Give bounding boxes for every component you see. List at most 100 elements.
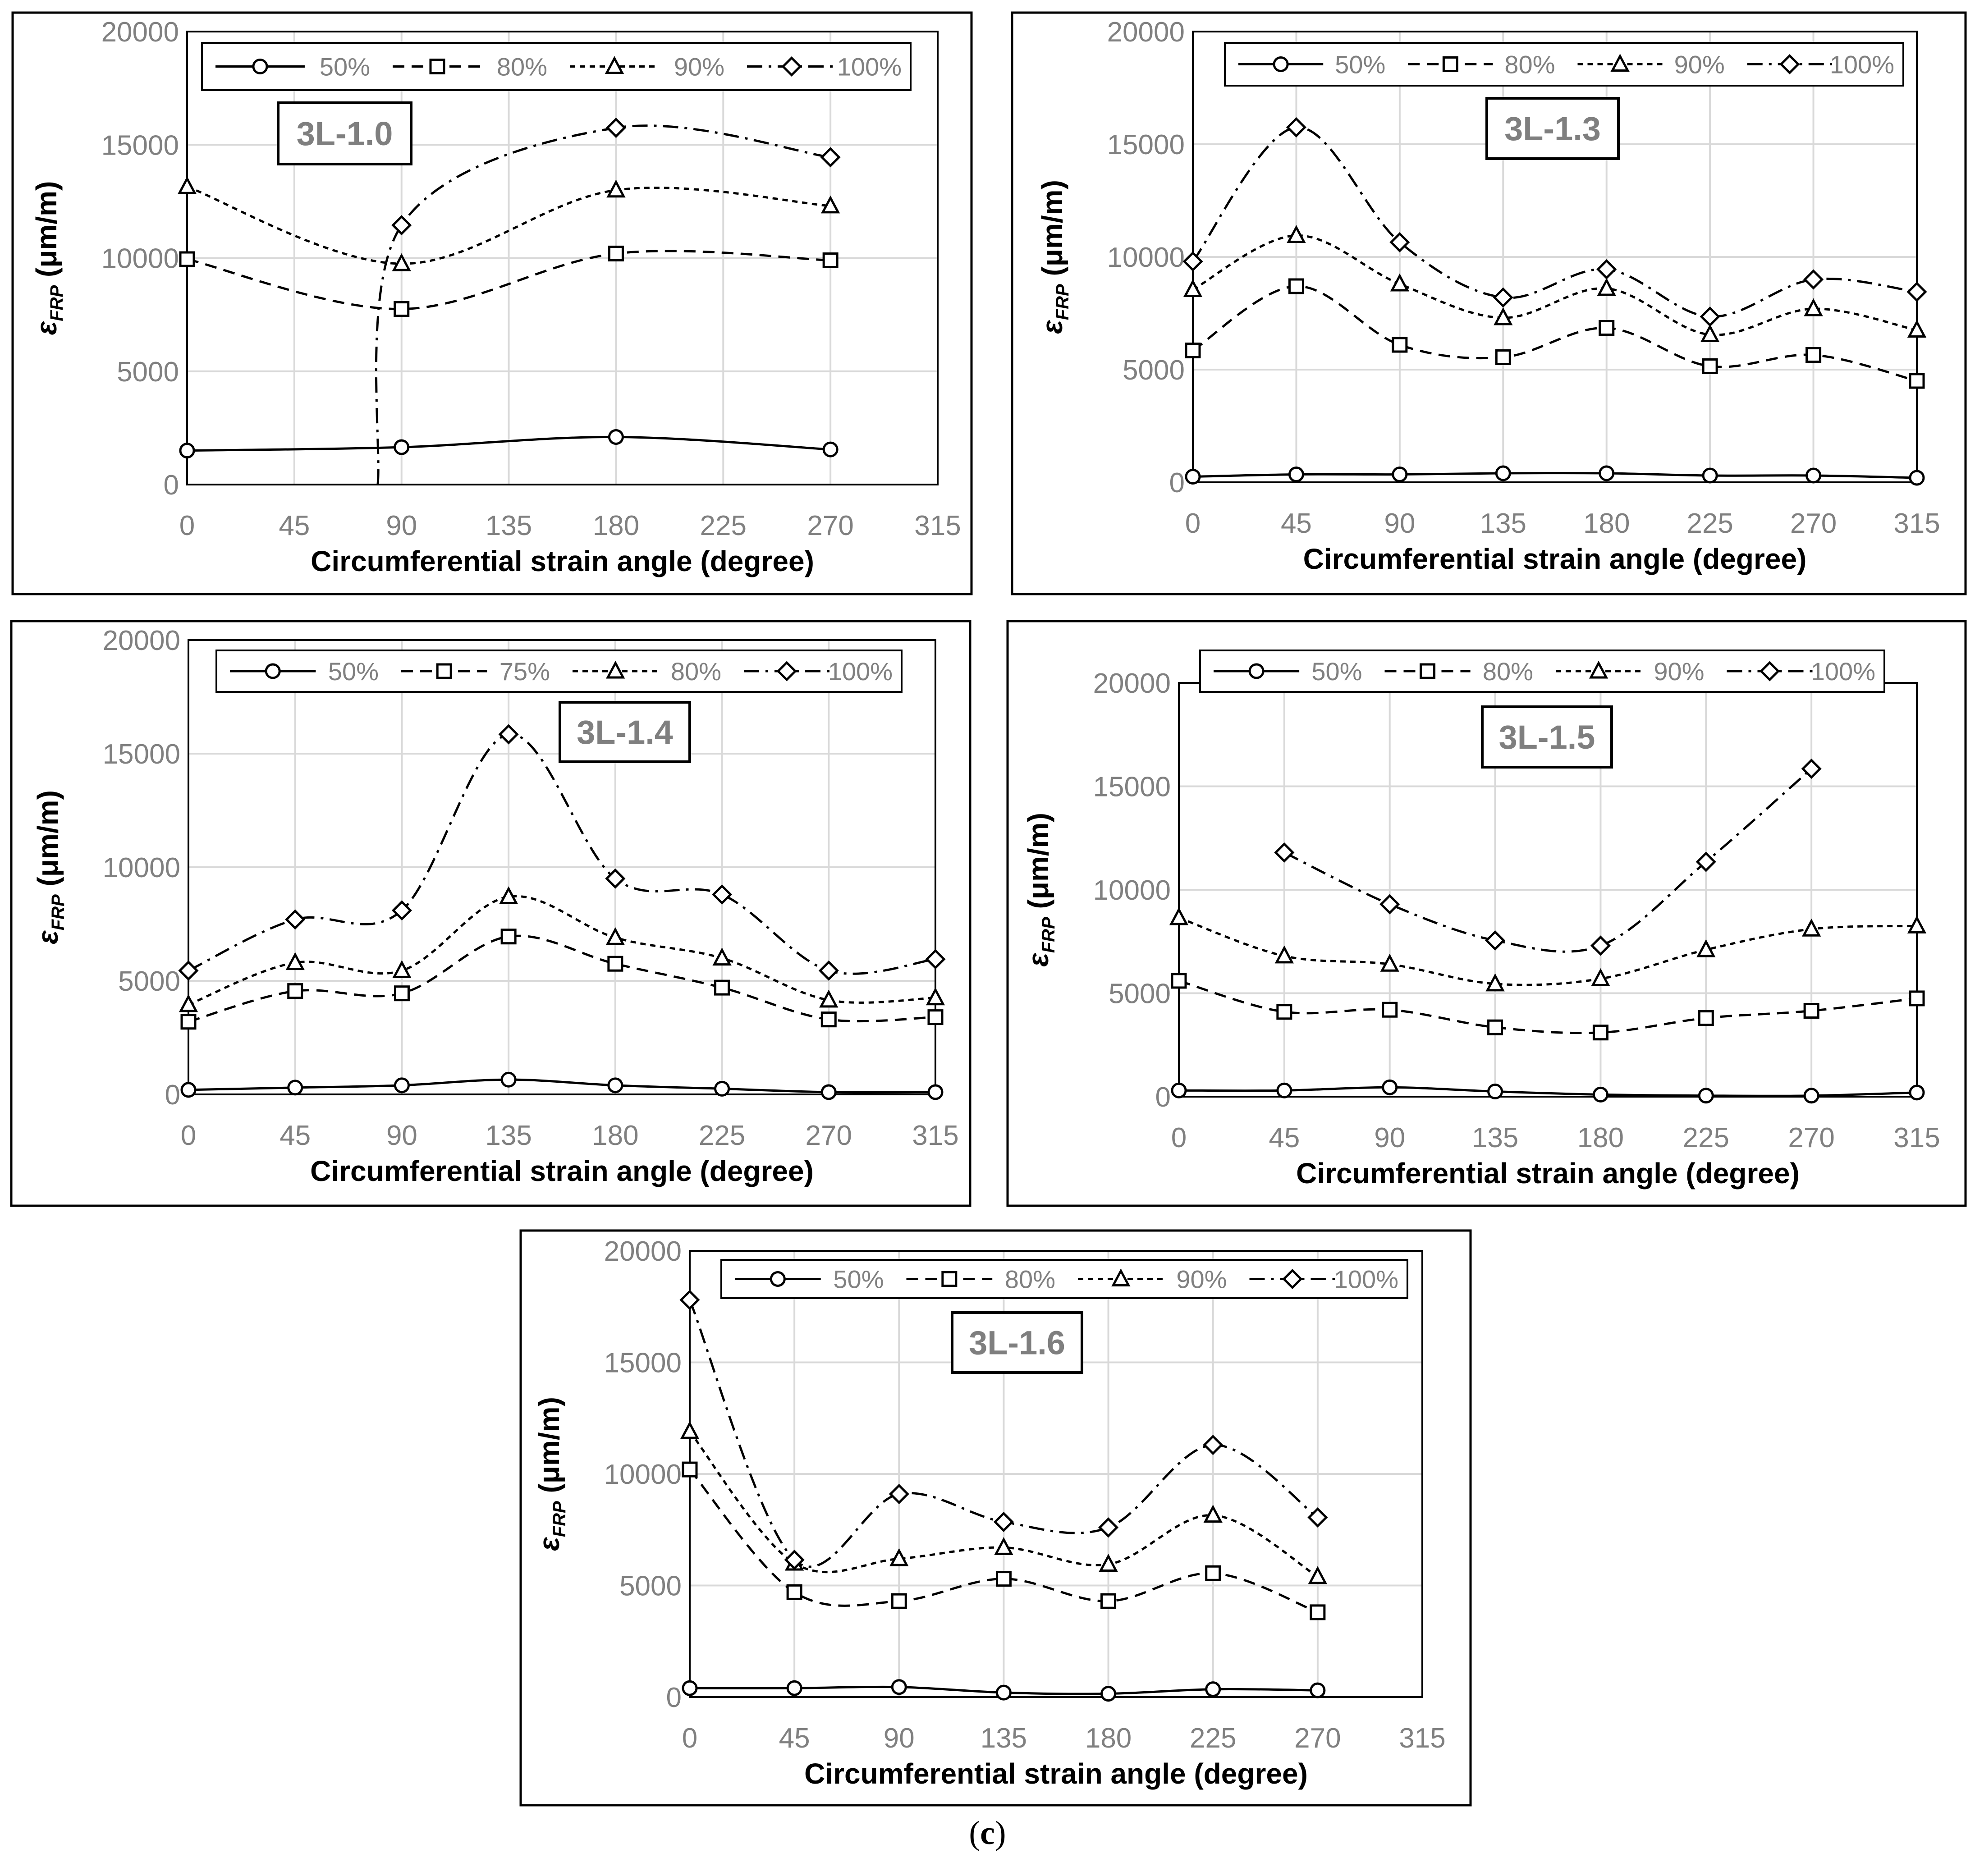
- x-axis-label: Circumferential strain angle (degree): [310, 1155, 814, 1187]
- legend-marker-circle: [1248, 663, 1265, 679]
- legend-marker-triangle: [1610, 54, 1630, 72]
- caption-open-paren: (: [969, 1815, 981, 1852]
- x-tick-label: 0: [1171, 1122, 1187, 1153]
- data-point-diamond: [1182, 251, 1203, 272]
- series-50%: [682, 1679, 1326, 1702]
- data-point-diamond: [285, 909, 306, 930]
- data-point-diamond: [818, 960, 839, 981]
- data-point-diamond: [1379, 894, 1400, 915]
- y-axis-label-subscript: FRP: [47, 285, 67, 321]
- y-tick-label: 15000: [101, 130, 179, 161]
- figure-caption: (c): [0, 1814, 1975, 1853]
- x-tick-label: 45: [280, 1120, 311, 1151]
- data-point-circle: [179, 443, 195, 459]
- data-point-diamond: [820, 147, 841, 168]
- x-tick-label: 180: [1577, 1122, 1624, 1153]
- data-point-square: [180, 1014, 197, 1030]
- data-point-diamond: [925, 949, 946, 970]
- data-point-circle: [1698, 1088, 1714, 1104]
- chart-title: 3L-1.5: [1499, 718, 1595, 756]
- legend-entry-label: 100%: [837, 53, 902, 81]
- data-point-square: [1310, 1604, 1326, 1620]
- data-point-triangle: [680, 1421, 700, 1439]
- x-tick-label: 180: [1085, 1723, 1132, 1754]
- legend-entry-label: 90%: [1674, 50, 1725, 79]
- data-point-circle: [1288, 467, 1304, 482]
- data-point-triangle: [392, 960, 412, 978]
- y-tick-label: 10000: [604, 1459, 682, 1490]
- legend-entry-label: 80%: [1504, 50, 1555, 79]
- x-axis-label: Circumferential strain angle (degree): [804, 1757, 1308, 1790]
- y-tick-label: 20000: [1107, 17, 1185, 48]
- x-tick-label: 315: [1893, 508, 1940, 539]
- y-axis-label: εFRP (μm/m): [1036, 180, 1072, 334]
- data-point-square: [682, 1461, 698, 1478]
- y-axis-label-symbol: ε: [30, 320, 63, 335]
- data-point-circle: [607, 1077, 623, 1094]
- y-tick-label: 0: [1169, 467, 1185, 499]
- data-point-square: [995, 1571, 1012, 1587]
- panel-frame: [11, 11, 973, 595]
- series-line: [375, 124, 831, 485]
- y-tick-label: 5000: [619, 1571, 682, 1602]
- series-90%: [1169, 907, 1927, 992]
- legend-entry-label: 50%: [320, 53, 370, 81]
- legend-entry-label: 80%: [671, 657, 721, 686]
- data-point-diamond: [1695, 851, 1716, 872]
- series-80%: [682, 1461, 1326, 1620]
- data-point-square: [1599, 320, 1615, 336]
- chart-title-box: [277, 101, 412, 165]
- series-line: [1192, 126, 1917, 318]
- data-point-circle: [394, 1077, 410, 1094]
- legend: 50% 80% 90% 100%: [1199, 650, 1885, 693]
- legend-entry-label: 100%: [1811, 657, 1875, 686]
- data-point-triangle: [1390, 273, 1410, 292]
- legend-marker-square: [1420, 663, 1436, 679]
- x-tick-label: 45: [279, 510, 310, 541]
- data-point-circle: [891, 1679, 907, 1695]
- data-point-triangle: [889, 1548, 909, 1566]
- x-axis-label: Circumferential strain angle (degree): [1296, 1157, 1800, 1190]
- y-tick-label: 10000: [103, 852, 180, 883]
- data-point-square: [891, 1593, 907, 1609]
- data-point-triangle: [499, 886, 518, 905]
- data-point-triangle: [285, 952, 305, 970]
- legend-entry-label: 100%: [1830, 50, 1894, 79]
- data-point-square: [1698, 1010, 1714, 1026]
- y-tick-label: 0: [1155, 1082, 1171, 1113]
- data-point-square: [820, 1011, 837, 1028]
- data-point-diamond: [1307, 1507, 1328, 1528]
- series-line: [1192, 472, 1917, 479]
- chart-title: 3L-1.3: [1504, 110, 1601, 147]
- plot-area-border: [188, 639, 936, 1095]
- data-point-triangle: [1308, 1566, 1328, 1584]
- data-point-diamond: [1493, 287, 1513, 308]
- data-point-triangle: [1696, 939, 1716, 957]
- legend: 50% 75% 80% 100%: [215, 650, 903, 693]
- series-90%: [177, 176, 840, 271]
- data-point-diamond: [1389, 232, 1410, 253]
- data-point-triangle: [605, 927, 625, 945]
- legend-entry-label: 50%: [833, 1265, 884, 1294]
- chart-title: 3L-1.6: [969, 1324, 1065, 1362]
- x-tick-label: 0: [1185, 508, 1201, 539]
- x-tick-label: 90: [386, 1120, 417, 1151]
- series-90%: [1183, 225, 1927, 342]
- y-tick-label: 5000: [117, 357, 179, 388]
- data-point-square: [927, 1009, 944, 1025]
- x-axis-label: Circumferential strain angle (degree): [1303, 543, 1807, 575]
- x-tick-label: 315: [914, 510, 961, 541]
- data-point-triangle: [606, 179, 626, 198]
- data-point-square: [1803, 1003, 1819, 1019]
- data-point-square: [1487, 1019, 1503, 1035]
- x-tick-label: 270: [807, 510, 853, 541]
- y-tick-label: 5000: [1123, 355, 1185, 386]
- series-line: [188, 733, 936, 975]
- x-tick-label: 270: [1790, 508, 1837, 539]
- legend-entry-label: 80%: [1483, 657, 1533, 686]
- x-tick-label: 315: [912, 1120, 958, 1151]
- y-axis-label-unit: (μm/m): [1036, 180, 1068, 284]
- data-point-circle: [500, 1071, 517, 1088]
- data-point-diamond: [178, 960, 199, 981]
